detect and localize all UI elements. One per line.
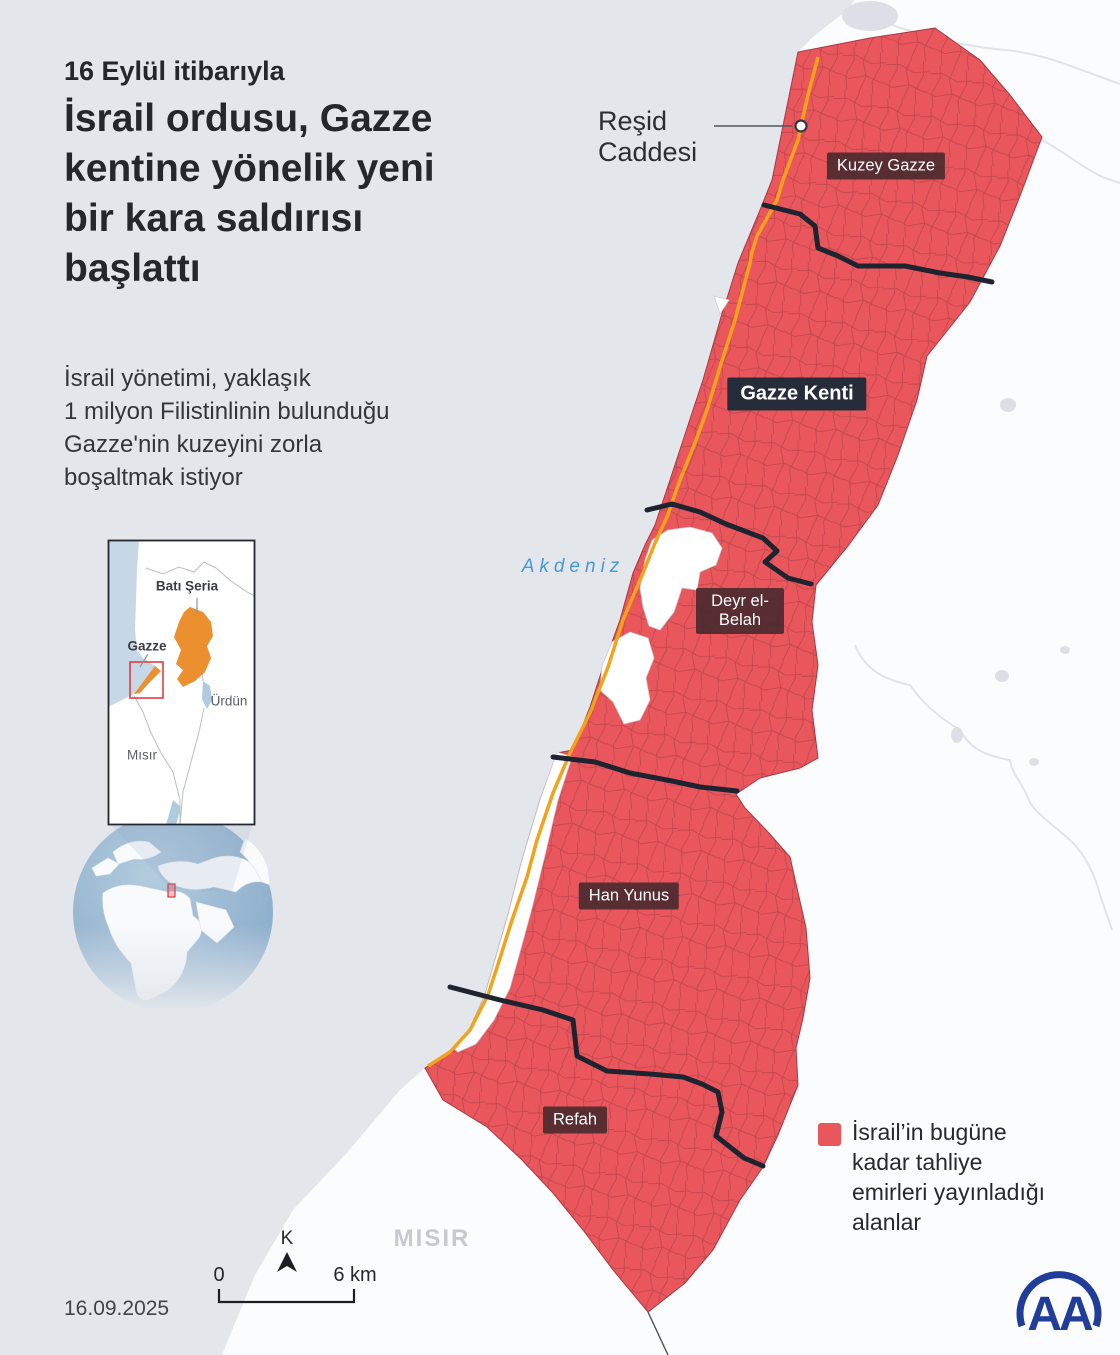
legend-line: alanlar (852, 1209, 922, 1235)
headline: İsrail ordusu, Gazze kentine yönelik yen… (64, 94, 435, 294)
inset-gaza-highlight-box (129, 661, 164, 699)
inset-label-leaders (139, 598, 198, 668)
region-label-refah: Refah (542, 1106, 608, 1134)
headline-line: başlattı (64, 247, 201, 290)
egypt-landmass (222, 1068, 668, 1355)
scale-bar (217, 1252, 356, 1304)
scale-end-label: 6 km (333, 1264, 377, 1286)
globe-locator (60, 812, 290, 1025)
north-arrow-icon (277, 1252, 297, 1272)
inset-map (107, 539, 256, 826)
sea-label-akdeniz: Akdeniz (521, 556, 625, 577)
gaza-strip-neighborhood-mesh (425, 28, 1042, 1312)
inset-label-bati-seria: Batı Şeria (155, 578, 219, 594)
legend-line: emirleri yayınladığı (852, 1179, 1046, 1205)
subheadline-line: 1 milyon Filistinlinin bulunduğu (64, 398, 390, 425)
subheadline-line: Gazze'nin kuzeyini zorla (64, 431, 323, 458)
egypt-israel-border-line (647, 1311, 669, 1355)
israel-terrain-lines (854, 9, 1120, 931)
region-label-han-yunus: Han Yunus (578, 882, 680, 910)
publication-date: 16.09.2025 (64, 1297, 170, 1320)
governorate-boundaries (447, 202, 995, 1169)
headline-line: kentine yönelik yeni (64, 147, 435, 190)
subheadline: İsrail yönetimi, yaklaşık 1 milyon Filis… (64, 362, 390, 494)
region-label-deyr-el-belah: Deyr el-Belah (696, 588, 784, 634)
headline-line: bir kara saldırısı (64, 197, 364, 240)
inset-label-misir: Mısır (127, 747, 157, 763)
legend-line: İsrail’in bugüne (852, 1119, 1007, 1145)
road-marker-dot (794, 119, 808, 133)
resid-caddesi-road (427, 56, 820, 1068)
aa-logo-arc-icon (1016, 1271, 1102, 1328)
inset-west-bank (174, 607, 213, 687)
north-label: K (280, 1228, 294, 1249)
subheadline-line: İsrail yönetimi, yaklaşık (64, 365, 311, 392)
headline-line: İsrail ordusu, Gazze (64, 97, 433, 140)
inset-projection-cone (112, 826, 252, 892)
region-label-kuzey-gazze: Kuzey Gazze (826, 152, 946, 180)
inset-gaza-sliver (134, 666, 161, 694)
road-annotation-line: Reşid (598, 106, 668, 136)
inset-gulf-of-aqaba (166, 800, 181, 825)
legend-swatch (818, 1123, 841, 1146)
scale-start-label: 0 (213, 1264, 225, 1286)
inset-sea (108, 541, 155, 707)
inset-label-urdun: Ürdün (210, 693, 248, 709)
road-annotation-leader (714, 119, 808, 133)
country-label-misir: MISIR (393, 1225, 471, 1252)
inset-dead-sea (202, 681, 212, 709)
road-annotation-label: Reşid Caddesi (598, 106, 714, 168)
aa-logo: AA (1027, 1288, 1093, 1341)
subheadline-line: boşaltmak istiyor (64, 464, 243, 491)
legend-line: kadar tahliye (852, 1149, 983, 1175)
inset-label-gazze: Gazze (127, 638, 167, 654)
globe-gaza-marker (167, 883, 176, 898)
legend-text: İsrail’in bugüne kadar tahliye emirleri … (852, 1117, 1045, 1237)
inset-frame (107, 539, 256, 826)
road-annotation-line: Caddesi (598, 137, 698, 167)
kicker-date-line: 16 Eylül itibarıyla (64, 56, 285, 86)
region-label-gazze-kenti: Gazze Kenti (727, 377, 867, 411)
gaza-strip (424, 27, 1043, 1313)
